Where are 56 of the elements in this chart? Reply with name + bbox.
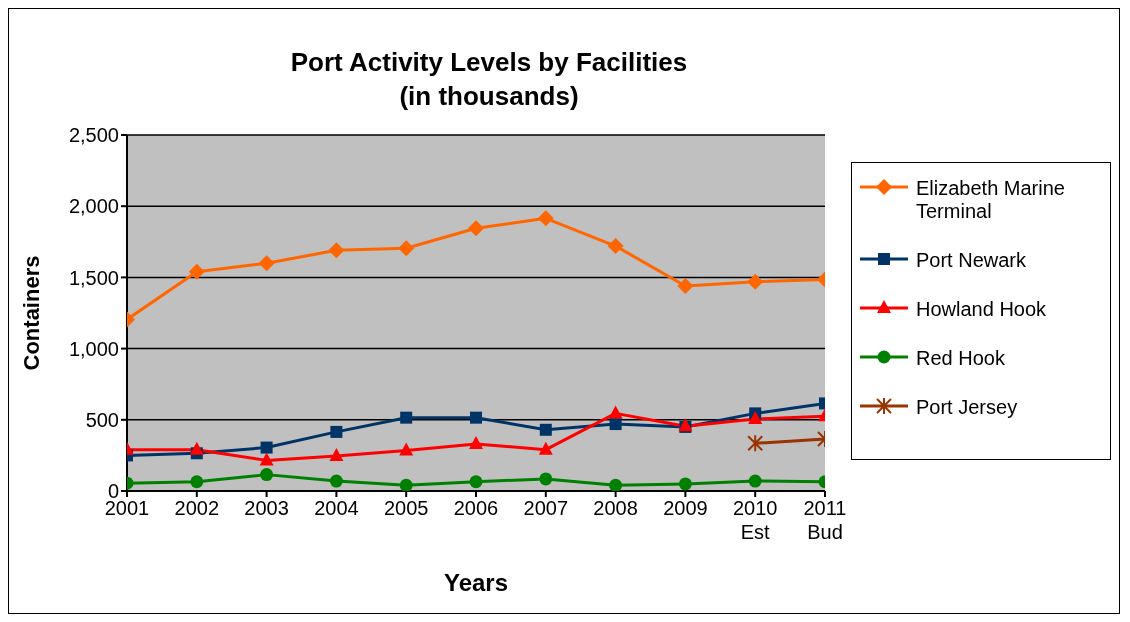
legend-label: Port Newark <box>916 249 1028 272</box>
point <box>398 240 415 257</box>
point <box>470 411 482 424</box>
point <box>469 436 483 450</box>
point <box>258 255 275 272</box>
point <box>330 425 343 438</box>
y-tick-label: 1,500 <box>68 266 119 289</box>
point <box>329 448 344 462</box>
x-tick-label: 2005 <box>383 497 429 519</box>
x-tick-label: 2010 Est <box>732 497 778 543</box>
point <box>328 242 345 259</box>
x-tick-label: 2004 <box>314 497 359 519</box>
point <box>609 478 623 491</box>
y-tick-label: 1,000 <box>68 337 119 360</box>
legend-label: Elizabeth Marine Terminal <box>916 177 1066 223</box>
point <box>539 472 553 486</box>
y-tick-label: 2,000 <box>68 195 119 218</box>
x-tick-label: 2002 <box>174 497 220 519</box>
point <box>607 238 624 255</box>
point <box>399 478 413 491</box>
point <box>259 452 274 466</box>
point <box>188 263 205 280</box>
point <box>469 475 483 489</box>
y-tick-label: 2,500 <box>68 124 119 147</box>
x-tick-label: 2007 <box>523 497 569 519</box>
point <box>678 477 692 491</box>
y-tick-label: 500 <box>85 408 119 431</box>
y-axis-title: Containers <box>18 255 44 371</box>
x-tick-label: 2003 <box>244 497 289 519</box>
point <box>260 468 274 482</box>
x-tick-label: 2008 <box>593 497 638 519</box>
point <box>677 277 694 294</box>
legend-label: Red Hook <box>916 347 1006 370</box>
point <box>260 441 273 454</box>
point <box>748 474 762 488</box>
legend-label: Port Jersey <box>916 396 1019 419</box>
point <box>190 475 204 489</box>
x-axis-title: Years <box>443 569 509 596</box>
x-tick-label: 2006 <box>453 497 499 519</box>
point <box>538 441 553 455</box>
point <box>748 411 763 425</box>
point <box>399 442 414 456</box>
point <box>329 474 343 488</box>
point <box>537 210 554 227</box>
point <box>400 411 413 424</box>
x-tick-label: 2011 Bud <box>803 497 847 543</box>
point <box>747 273 764 290</box>
point <box>189 441 204 455</box>
point <box>608 405 623 419</box>
x-tick-label: 2001 <box>104 497 150 519</box>
chart-title: Port Activity Levels by Facilities (in thousands) <box>289 46 689 113</box>
point <box>609 418 622 431</box>
legend-label: Howland Hook <box>916 298 1048 321</box>
point <box>539 423 552 436</box>
x-tick-label: 2009 <box>663 497 708 519</box>
point <box>468 220 484 237</box>
